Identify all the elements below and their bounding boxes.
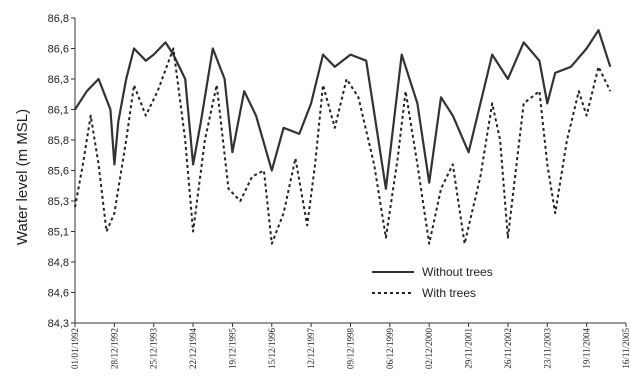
x-tick-label: 16/11/2005 [621, 328, 631, 369]
x-tick-label: 15/12/1996 [267, 328, 277, 370]
y-tick-label: 84,8 [48, 257, 69, 269]
y-axis-ticks: 84,3 84,6 84,8 85,1 85,3 85,6 85,8 86,1 86,3 86,6… [48, 13, 75, 330]
axes [74, 18, 626, 324]
y-tick-label: 85,3 [48, 196, 69, 208]
series-lines [74, 29, 612, 245]
y-tick-label: 85,1 [48, 227, 69, 239]
legend-label-with-trees: With trees [422, 286, 476, 300]
x-tick-label: 09/12/1998 [346, 328, 356, 370]
y-tick-label: 86,3 [48, 74, 69, 86]
y-tick-label: 84,6 [48, 288, 69, 300]
x-axis-ticks: 01/01/1992 28/12/1992 25/12/1993 22/12/1994… [70, 323, 631, 369]
series-line-without-trees [74, 29, 612, 190]
x-tick-label: 29/11/2001 [464, 328, 474, 369]
x-tick-label: 26/11/2002 [503, 328, 513, 369]
y-tick-label: 86,8 [48, 13, 69, 25]
x-tick-label: 25/12/1993 [149, 328, 159, 370]
y-tick-label: 85,6 [48, 166, 69, 178]
x-tick-label: 22/12/1994 [188, 328, 198, 370]
series-line-with-trees [74, 47, 612, 245]
legend: Without trees With trees [372, 265, 493, 300]
x-tick-label: 19/11/2004 [582, 328, 592, 369]
x-tick-label: 28/12/1992 [109, 328, 119, 369]
x-tick-label: 23/11/2003 [542, 328, 552, 369]
x-tick-label: 12/12/1997 [306, 328, 316, 370]
legend-label-without-trees: Without trees [422, 265, 493, 279]
x-tick-label: 01/01/1992 [70, 328, 80, 369]
x-tick-label: 02/12/2000 [424, 328, 434, 370]
x-tick-label: 06/12/1999 [385, 328, 395, 370]
y-tick-label: 84,3 [48, 318, 69, 330]
x-tick-label: 19/12/1995 [227, 328, 237, 370]
y-tick-label: 86,1 [48, 105, 69, 117]
y-tick-label: 85,8 [48, 135, 69, 147]
y-axis-label: Water level (m MSL) [14, 109, 31, 245]
y-tick-label: 86,6 [48, 44, 69, 56]
